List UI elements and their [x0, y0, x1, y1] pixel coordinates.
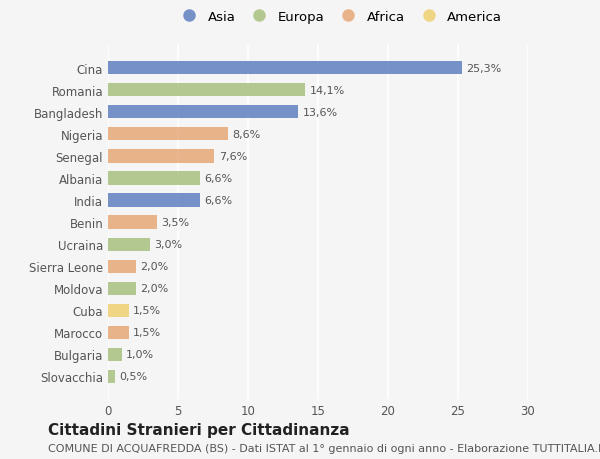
- Text: 2,0%: 2,0%: [140, 262, 169, 272]
- Bar: [108, 326, 129, 339]
- Bar: [108, 84, 305, 97]
- Text: Cittadini Stranieri per Cittadinanza: Cittadini Stranieri per Cittadinanza: [48, 422, 350, 437]
- Bar: [108, 150, 214, 163]
- Text: 8,6%: 8,6%: [233, 129, 261, 140]
- Bar: [108, 238, 150, 251]
- Text: 1,0%: 1,0%: [126, 350, 154, 360]
- Text: 1,5%: 1,5%: [133, 306, 161, 316]
- Text: 6,6%: 6,6%: [205, 174, 233, 184]
- Text: 0,5%: 0,5%: [119, 372, 148, 381]
- Bar: [108, 216, 157, 229]
- Bar: [108, 260, 136, 273]
- Text: 3,0%: 3,0%: [154, 240, 182, 250]
- Text: 13,6%: 13,6%: [302, 107, 338, 118]
- Bar: [108, 172, 200, 185]
- Text: 3,5%: 3,5%: [161, 218, 190, 228]
- Bar: [108, 348, 122, 361]
- Bar: [108, 62, 462, 75]
- Text: COMUNE DI ACQUAFREDDA (BS) - Dati ISTAT al 1° gennaio di ogni anno - Elaborazion: COMUNE DI ACQUAFREDDA (BS) - Dati ISTAT …: [48, 443, 600, 453]
- Text: 2,0%: 2,0%: [140, 284, 169, 294]
- Legend: Asia, Europa, Africa, America: Asia, Europa, Africa, America: [172, 6, 506, 28]
- Text: 6,6%: 6,6%: [205, 196, 233, 206]
- Bar: [108, 194, 200, 207]
- Bar: [108, 304, 129, 317]
- Bar: [108, 370, 115, 383]
- Text: 1,5%: 1,5%: [133, 328, 161, 338]
- Text: 7,6%: 7,6%: [218, 151, 247, 162]
- Text: 25,3%: 25,3%: [466, 64, 502, 73]
- Bar: [108, 282, 136, 295]
- Text: 14,1%: 14,1%: [310, 85, 345, 95]
- Bar: [108, 106, 298, 119]
- Bar: [108, 128, 229, 141]
